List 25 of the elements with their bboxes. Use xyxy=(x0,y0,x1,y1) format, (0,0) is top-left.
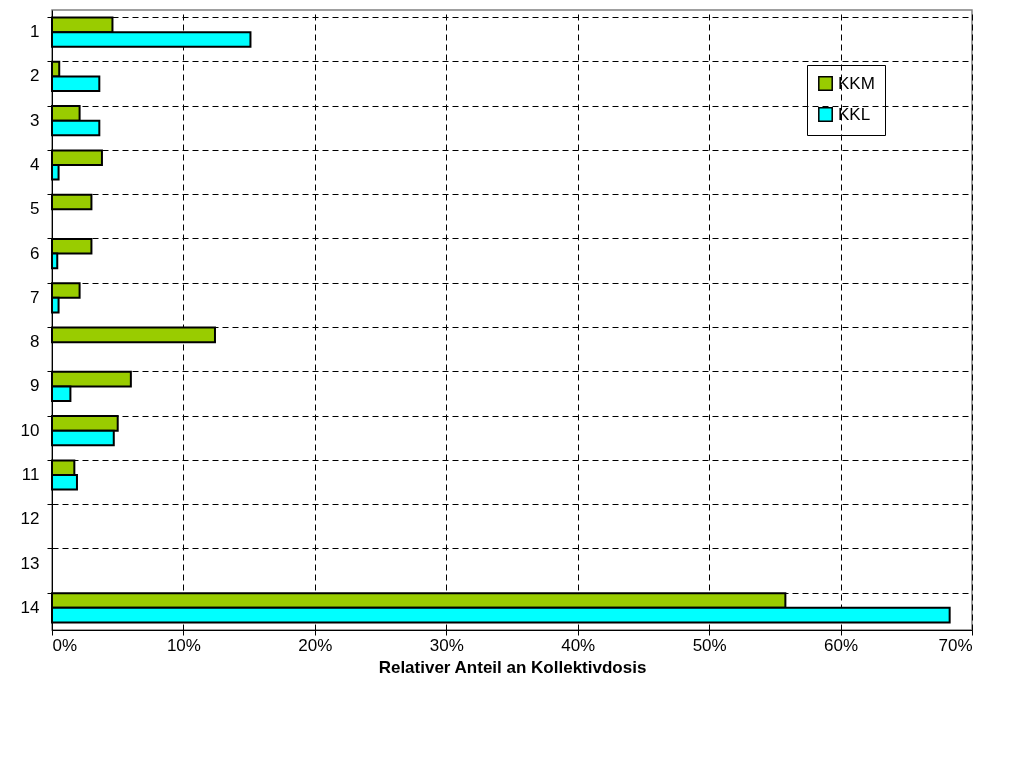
y-tick-label: 11 xyxy=(21,465,40,484)
legend-label: KKL xyxy=(838,104,871,124)
y-tick-label: 14 xyxy=(20,597,40,617)
x-tick-label: 20% xyxy=(298,635,333,655)
x-tick-label: 60% xyxy=(824,635,859,655)
x-axis-title: Relativer Anteil an Kollektivdosis xyxy=(378,657,647,677)
legend-label: KKM xyxy=(838,73,875,93)
x-tick-label: 50% xyxy=(692,635,727,655)
y-tick-label: 9 xyxy=(30,376,40,396)
x-tick-label: 40% xyxy=(561,635,596,655)
y-tick-label: 3 xyxy=(30,110,40,130)
y-tick-label: 6 xyxy=(30,243,40,263)
x-tick-label: 0% xyxy=(52,635,78,655)
y-tick-label: 10 xyxy=(20,420,40,440)
y-tick-label: 5 xyxy=(30,199,40,219)
y-tick-label: 13 xyxy=(20,553,40,573)
x-tick-label: 30% xyxy=(429,635,464,655)
y-tick-label: 8 xyxy=(30,332,40,352)
y-tick-label: 12 xyxy=(20,509,40,529)
y-tick-label: 1 xyxy=(30,22,40,42)
y-tick-label: 2 xyxy=(30,66,40,86)
x-tick-label: 70% xyxy=(938,635,973,655)
x-tick-label: 10% xyxy=(166,635,201,655)
y-tick-label: 7 xyxy=(30,287,40,307)
y-tick-label: 4 xyxy=(30,155,40,174)
